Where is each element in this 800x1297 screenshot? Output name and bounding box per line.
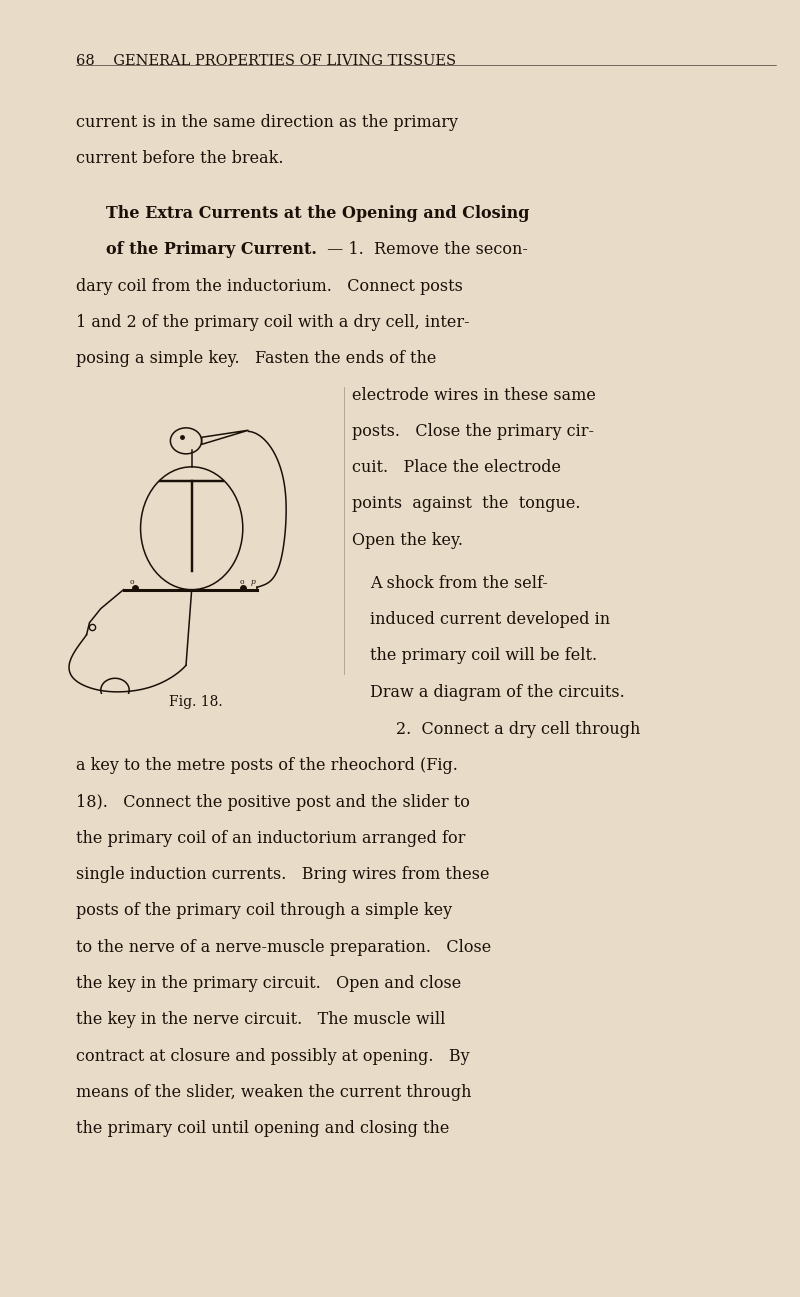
Text: posing a simple key.   Fasten the ends of the: posing a simple key. Fasten the ends of …	[76, 350, 436, 367]
Text: o: o	[239, 577, 244, 586]
Text: contract at closure and possibly at opening.   By: contract at closure and possibly at open…	[76, 1048, 470, 1065]
Text: Fig. 18.: Fig. 18.	[169, 695, 223, 709]
Text: p: p	[250, 577, 255, 586]
Text: 68    GENERAL PROPERTIES OF LIVING TISSUES: 68 GENERAL PROPERTIES OF LIVING TISSUES	[76, 54, 456, 69]
Text: current before the break.: current before the break.	[76, 150, 283, 167]
Text: — 1.  Remove the secon-: — 1. Remove the secon-	[322, 241, 528, 258]
Text: the key in the primary circuit.   Open and close: the key in the primary circuit. Open and…	[76, 975, 462, 992]
Text: the primary coil will be felt.: the primary coil will be felt.	[370, 647, 597, 664]
Text: cuit.   Place the electrode: cuit. Place the electrode	[352, 459, 561, 476]
Text: of the Primary Current.: of the Primary Current.	[106, 241, 318, 258]
Text: posts.   Close the primary cir-: posts. Close the primary cir-	[352, 423, 594, 440]
Text: posts of the primary coil through a simple key: posts of the primary coil through a simp…	[76, 903, 452, 920]
Text: electrode wires in these same: electrode wires in these same	[352, 387, 596, 403]
Text: 1 and 2 of the primary coil with a dry cell, inter-: 1 and 2 of the primary coil with a dry c…	[76, 314, 470, 331]
Text: o: o	[130, 577, 134, 586]
Text: The Extra Currents at the Opening and Closing: The Extra Currents at the Opening and Cl…	[106, 205, 530, 222]
Text: single induction currents.   Bring wires from these: single induction currents. Bring wires f…	[76, 866, 490, 883]
Text: a key to the metre posts of the rheochord (Fig.: a key to the metre posts of the rheochor…	[76, 757, 458, 774]
Text: means of the slider, weaken the current through: means of the slider, weaken the current …	[76, 1084, 471, 1101]
Text: dary coil from the inductorium.   Connect posts: dary coil from the inductorium. Connect …	[76, 278, 463, 294]
Text: induced current developed in: induced current developed in	[370, 611, 610, 628]
Text: Open the key.: Open the key.	[352, 532, 463, 549]
Text: the key in the nerve circuit.   The muscle will: the key in the nerve circuit. The muscle…	[76, 1012, 446, 1029]
Text: Draw a diagram of the circuits.: Draw a diagram of the circuits.	[370, 684, 624, 700]
Text: to the nerve of a nerve-muscle preparation.   Close: to the nerve of a nerve-muscle preparati…	[76, 939, 491, 956]
Text: A shock from the self-: A shock from the self-	[370, 575, 547, 591]
Text: the primary coil of an inductorium arranged for: the primary coil of an inductorium arran…	[76, 830, 466, 847]
Text: points  against  the  tongue.: points against the tongue.	[352, 495, 581, 512]
Text: current is in the same direction as the primary: current is in the same direction as the …	[76, 114, 458, 131]
Text: 2.  Connect a dry cell through: 2. Connect a dry cell through	[396, 721, 640, 738]
Text: 18).   Connect the positive post and the slider to: 18). Connect the positive post and the s…	[76, 794, 470, 811]
Text: the primary coil until opening and closing the: the primary coil until opening and closi…	[76, 1121, 450, 1137]
